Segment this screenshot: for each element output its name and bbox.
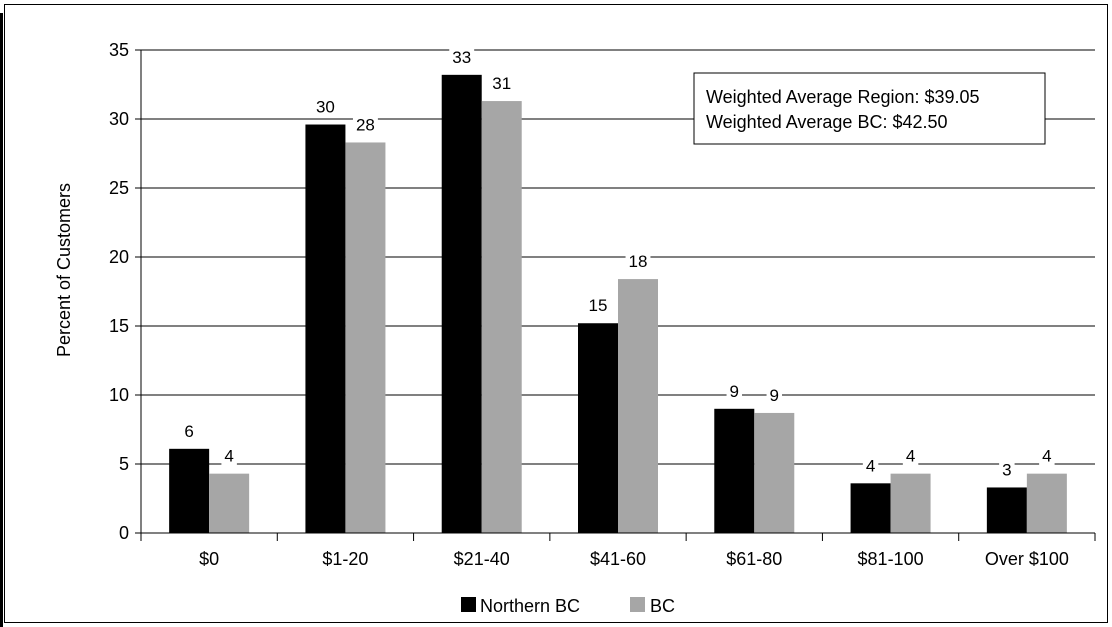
weighted-average-box: Weighted Average Region: $39.05 Weighted… <box>693 72 1046 145</box>
y-tick-label: 25 <box>109 178 129 198</box>
y-tick-label: 30 <box>109 109 129 129</box>
bar <box>850 483 891 533</box>
bar <box>345 142 386 533</box>
legend-label-northern-bc: Northern BC <box>480 596 580 616</box>
annotation-line-bc: Weighted Average BC: $42.50 <box>706 112 948 132</box>
data-label-background <box>902 447 919 465</box>
data-label-background <box>766 386 783 404</box>
bar <box>986 487 1027 533</box>
data-label-background <box>625 253 651 271</box>
bars <box>169 74 1067 534</box>
annotation-line-region: Weighted Average Region: $39.05 <box>706 87 980 107</box>
data-label-background <box>862 457 879 475</box>
y-tick-label: 35 <box>109 40 129 60</box>
data-label: 4 <box>224 447 233 466</box>
data-label: 31 <box>492 74 511 93</box>
data-label: 3 <box>1002 460 1011 479</box>
data-label: 4 <box>1042 447 1051 466</box>
data-label-background <box>489 75 515 93</box>
data-label-background <box>181 422 197 440</box>
bar <box>481 101 522 533</box>
data-label: 9 <box>770 386 779 405</box>
x-tick-label: $1-20 <box>322 549 368 569</box>
legend-swatch-northern-bc <box>461 597 476 612</box>
data-label: 9 <box>730 382 739 401</box>
y-tick-label: 5 <box>119 454 129 474</box>
data-label: 4 <box>906 447 915 466</box>
x-tick-label: $61-80 <box>726 549 782 569</box>
legend: Northern BC BC <box>461 596 675 616</box>
data-label-background <box>221 447 237 465</box>
data-label-background <box>449 48 475 66</box>
bar <box>754 412 795 533</box>
bar <box>305 124 346 534</box>
y-tick-label: 0 <box>119 523 129 543</box>
x-tick-label: Over $100 <box>985 549 1069 569</box>
legend-label-bc: BC <box>650 596 675 616</box>
x-tick-label: $81-100 <box>858 549 924 569</box>
data-label: 6 <box>184 422 193 441</box>
x-tick-label: $21-40 <box>454 549 510 569</box>
bar <box>1026 473 1067 533</box>
data-label-background <box>312 98 338 116</box>
bar <box>169 448 210 533</box>
data-label-background <box>585 297 611 315</box>
y-tick-label: 10 <box>109 385 129 405</box>
bar <box>890 473 931 533</box>
bar <box>441 74 482 533</box>
data-label-background <box>1039 447 1055 465</box>
data-label: 18 <box>629 252 648 271</box>
data-label-background <box>999 461 1015 479</box>
y-tick-label: 20 <box>109 247 129 267</box>
y-tick-label: 15 <box>109 316 129 336</box>
y-axis-title: Percent of Customers <box>54 183 74 357</box>
data-label: 30 <box>316 98 335 117</box>
annotation-border <box>693 72 1046 145</box>
bar <box>578 323 618 533</box>
data-label: 15 <box>589 296 608 315</box>
bar <box>714 408 755 533</box>
x-tick-label: $41-60 <box>590 549 646 569</box>
bar <box>209 473 250 533</box>
data-label: 33 <box>452 48 471 67</box>
x-tick-label: $0 <box>199 549 219 569</box>
data-label-background <box>726 382 743 400</box>
data-labels: 6 4 30 28 33 31 15 18 9 9 4 4 3 4 <box>181 48 1055 479</box>
bar <box>618 279 658 533</box>
axes: 0 5 10 15 20 25 30 35 $0 $1-20 $21-40 $41-60 $61-80 $… <box>109 40 1096 569</box>
data-label: 4 <box>866 456 875 475</box>
legend-swatch-bc <box>630 597 645 612</box>
data-label: 28 <box>356 115 375 134</box>
data-label-background <box>352 116 378 134</box>
